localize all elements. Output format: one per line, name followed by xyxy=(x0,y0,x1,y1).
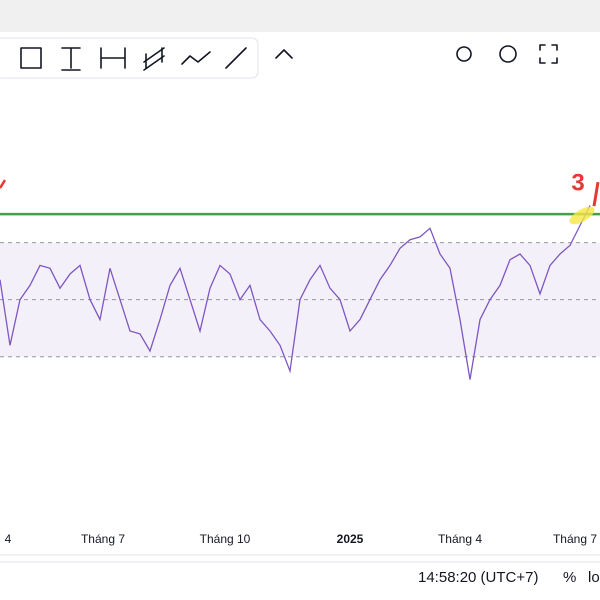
price-range-tool[interactable] xyxy=(61,47,81,71)
x-tick-label: Tháng 10 xyxy=(200,532,251,546)
drawing-tools[interactable] xyxy=(20,44,558,71)
annotation-stroke xyxy=(0,179,7,189)
rect-tool[interactable] xyxy=(20,47,42,69)
arrow-tool[interactable] xyxy=(225,47,247,69)
x-tick-label: Tháng 7 xyxy=(553,532,597,546)
settings-icon[interactable] xyxy=(499,45,517,63)
percent-toggle[interactable]: % xyxy=(563,569,576,586)
highlight xyxy=(569,206,595,225)
date-range-tool[interactable] xyxy=(100,47,126,69)
alert-icon[interactable] xyxy=(456,46,472,62)
rsi-line xyxy=(0,205,591,380)
x-tick-label: 4 xyxy=(5,532,12,546)
redo[interactable] xyxy=(275,49,293,59)
fullscreen-icon[interactable] xyxy=(539,44,558,64)
x-tick-label: 2025 xyxy=(337,532,364,546)
x-tick-label: Tháng 4 xyxy=(438,532,482,546)
browser-strip xyxy=(0,0,600,32)
channel-tool[interactable] xyxy=(143,47,165,71)
plot-area: 4 Tháng 7 Tháng 10 2025 Tháng 4 Tháng 7 3 xyxy=(0,169,600,546)
drawing-toolbar xyxy=(0,37,259,79)
path-tool[interactable] xyxy=(181,51,211,65)
log-toggle[interactable]: lo xyxy=(588,569,600,586)
annotation-stroke xyxy=(592,181,600,207)
annotation: 3 xyxy=(571,169,584,196)
status-time: 14:58:20 (UTC+7) xyxy=(418,569,538,586)
x-tick-label: Tháng 7 xyxy=(81,532,125,546)
